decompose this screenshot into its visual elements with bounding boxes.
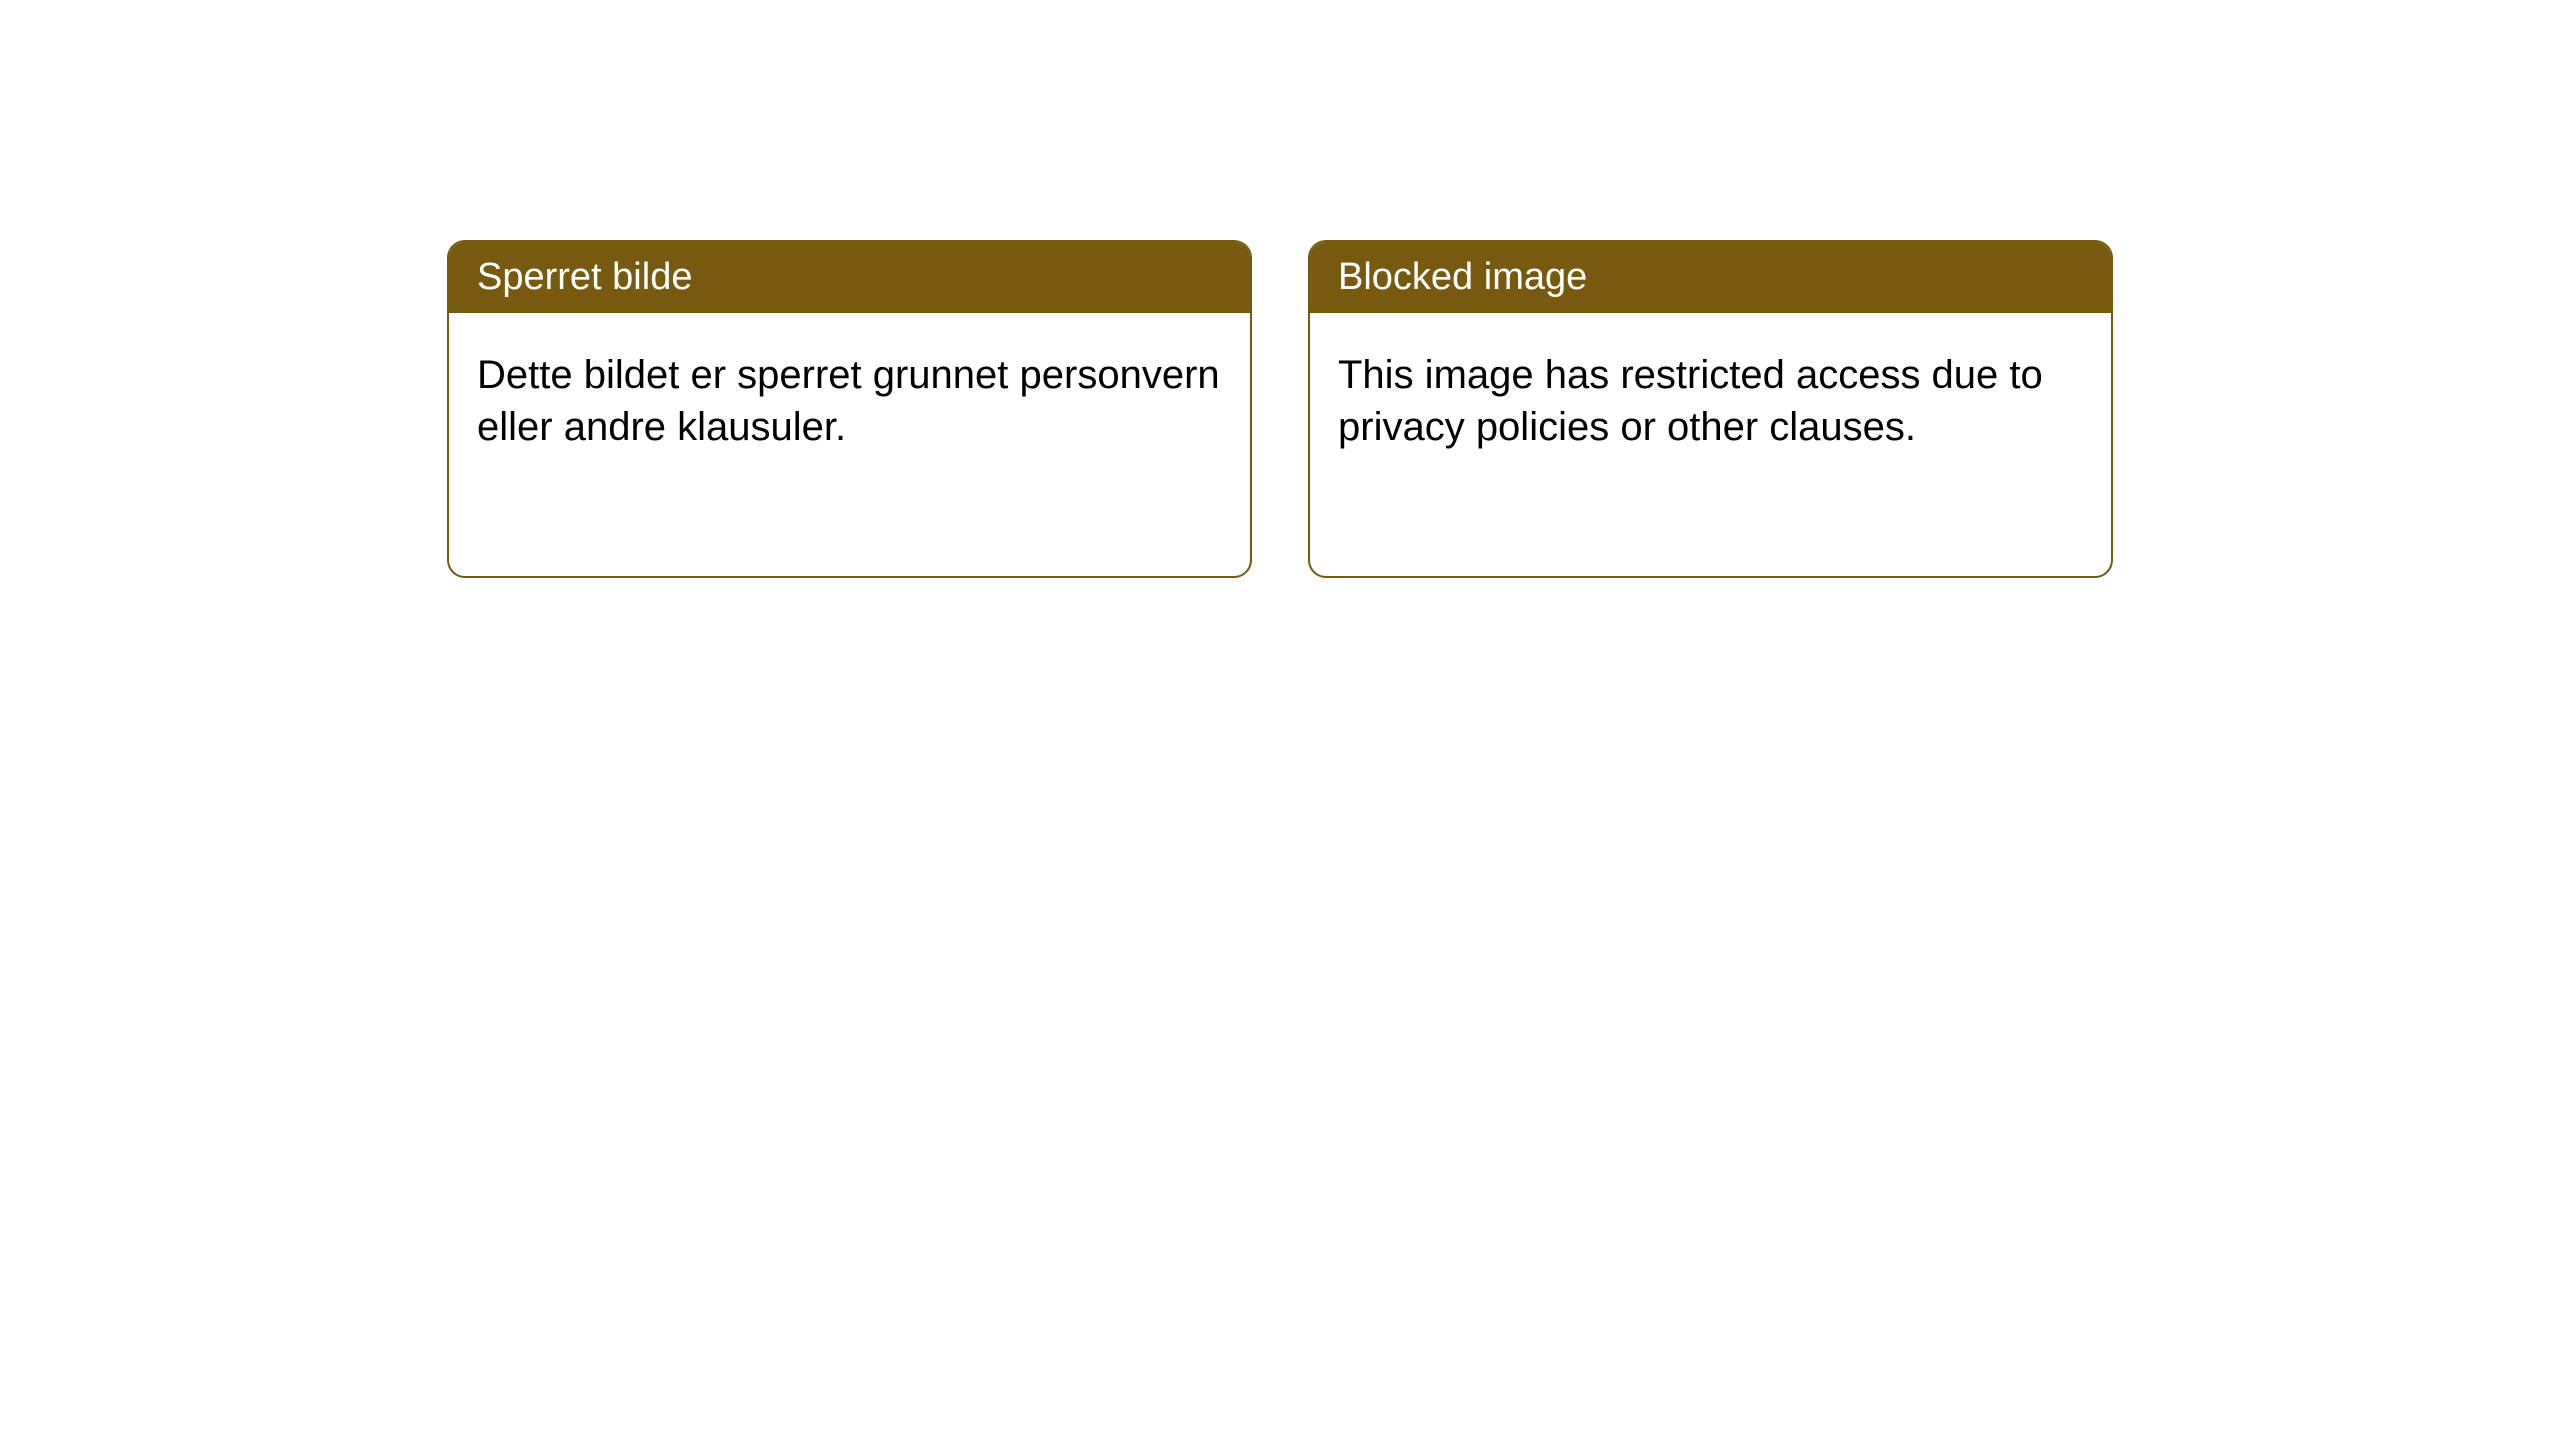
card-body: This image has restricted access due to … [1310, 313, 2111, 489]
card-header: Sperret bilde [449, 242, 1250, 313]
notice-card-english: Blocked image This image has restricted … [1308, 240, 2113, 578]
notice-card-norwegian: Sperret bilde Dette bildet er sperret gr… [447, 240, 1252, 578]
card-body: Dette bildet er sperret grunnet personve… [449, 313, 1250, 489]
card-title: Sperret bilde [477, 256, 692, 298]
notice-cards-container: Sperret bilde Dette bildet er sperret gr… [447, 240, 2113, 578]
card-body-text: This image has restricted access due to … [1338, 353, 2043, 449]
card-header: Blocked image [1310, 242, 2111, 313]
card-body-text: Dette bildet er sperret grunnet personve… [477, 353, 1220, 449]
card-title: Blocked image [1338, 256, 1587, 298]
